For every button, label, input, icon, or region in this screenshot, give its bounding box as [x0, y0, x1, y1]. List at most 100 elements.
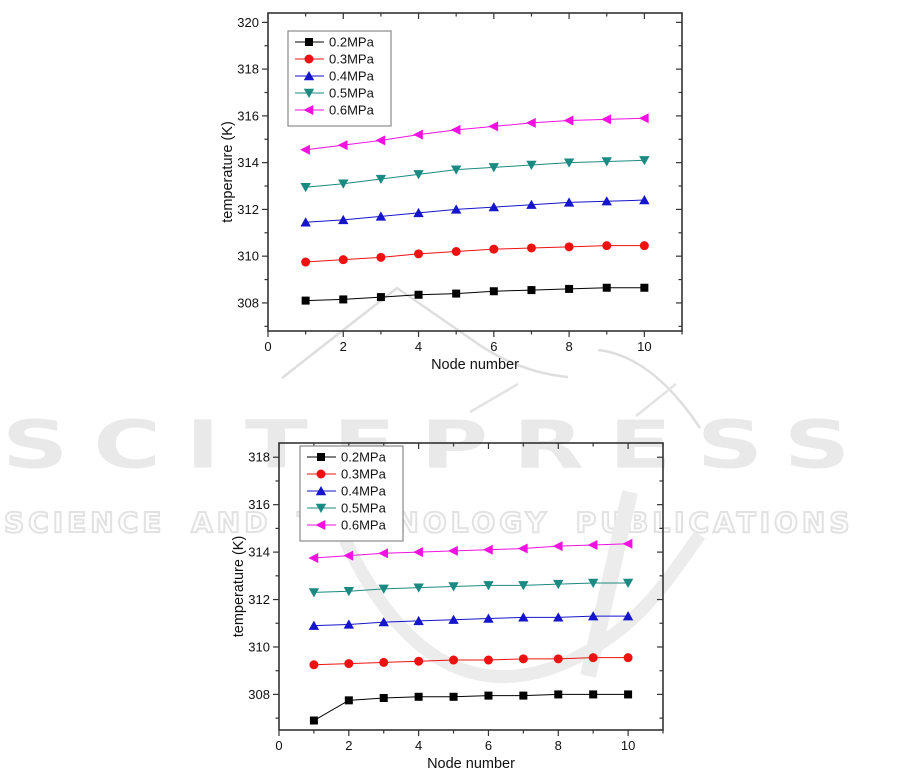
data-point-marker-triangle-down	[622, 578, 634, 588]
data-point-marker-circle	[344, 659, 354, 669]
x-tick-label: 0	[275, 738, 282, 753]
data-point-marker-triangle-up	[601, 196, 612, 206]
data-point-marker-circle	[379, 657, 389, 667]
scitepress-subtitle: SCIENCE AND TECHNOLOGY PUBLICATIONS	[4, 508, 854, 538]
data-point-marker-triangle-up	[587, 611, 599, 621]
swoosh-peak	[281, 286, 569, 379]
legend: 0.2MPa 0.3MPa 0.4MPa 0.5MPa 0.6MPa	[299, 445, 404, 542]
data-point-marker-triangle-left	[378, 548, 389, 559]
plot-frame	[278, 442, 664, 731]
data-point-marker-square	[602, 283, 611, 292]
data-point-marker-triangle-down	[378, 584, 389, 594]
data-point-marker-square	[344, 696, 353, 705]
legend-label: 0.5MPa	[341, 501, 387, 516]
data-point-marker-square	[489, 287, 498, 296]
data-point-marker-triangle-left	[563, 115, 574, 126]
data-point-marker-triangle-left	[413, 547, 423, 558]
data-point-marker-triangle-down	[639, 156, 650, 166]
series-line	[313, 543, 629, 559]
data-point-marker-triangle-up	[315, 486, 327, 496]
y-tick-label: 316	[248, 497, 270, 512]
swoosh-slash-2	[635, 383, 677, 417]
data-point-marker-square	[554, 690, 563, 699]
data-point-marker-triangle-left	[303, 105, 314, 115]
data-point-marker-triangle-up	[518, 612, 529, 622]
data-point-marker-triangle-up	[300, 217, 311, 227]
data-point-marker-triangle-down	[308, 588, 320, 598]
data-point-marker-triangle-left	[447, 545, 458, 556]
y-tick-label: 308	[237, 295, 259, 310]
data-point-marker-circle	[304, 54, 314, 64]
series-0.3MPa	[309, 653, 633, 670]
series-line	[313, 615, 629, 627]
x-tick-label: 0	[264, 339, 271, 354]
data-point-marker-circle	[376, 252, 386, 262]
legend-label: 0.2MPa	[329, 35, 375, 50]
data-point-marker-triangle-down	[413, 583, 424, 593]
y-tick-label: 312	[248, 592, 270, 607]
data-point-marker-triangle-up	[448, 614, 459, 624]
data-point-marker-square	[379, 693, 388, 702]
data-point-marker-circle	[639, 241, 649, 251]
y-tick-label: 320	[237, 15, 259, 30]
data-point-marker-triangle-down	[483, 581, 494, 591]
data-point-marker-triangle-up	[413, 615, 424, 626]
top-temperature-chart: 0 2 4 6 8 10 308 310 312 314 316 318 320 Node number t…	[220, 12, 683, 373]
data-point-marker-square	[565, 284, 574, 293]
data-point-marker-circle	[414, 249, 424, 259]
scitepress-wordmark: SCITEPRESS	[2, 412, 876, 470]
x-tick-label: 2	[340, 339, 347, 354]
x-tick-label: 8	[555, 738, 562, 753]
data-point-marker-triangle-up	[378, 617, 389, 627]
data-point-marker-circle	[588, 653, 598, 663]
data-point-marker-circle	[483, 655, 493, 665]
data-point-marker-triangle-left	[337, 140, 348, 151]
data-point-marker-triangle-left	[343, 550, 354, 561]
data-point-marker-circle	[602, 241, 612, 251]
data-point-marker-triangle-down	[601, 157, 612, 167]
series-0.5MPa	[308, 578, 634, 598]
data-point-marker-triangle-up	[553, 612, 564, 622]
y-axis-title: temperature (K)	[231, 536, 247, 638]
data-point-marker-square	[484, 691, 493, 700]
data-point-marker-circle	[526, 243, 536, 253]
data-point-marker-square	[339, 295, 348, 304]
data-point-marker-triangle-left	[638, 113, 649, 124]
data-point-marker-square	[414, 290, 423, 299]
plot-frame	[267, 12, 683, 332]
series-line	[313, 693, 629, 721]
data-point-marker-square	[527, 286, 536, 295]
y-tick-label: 310	[237, 249, 259, 264]
data-point-marker-square	[640, 283, 649, 292]
series-0.2MPa	[309, 690, 633, 725]
data-point-marker-triangle-left	[482, 544, 493, 555]
data-point-marker-triangle-up	[483, 613, 494, 623]
y-tick-label: 308	[248, 687, 270, 702]
data-point-marker-triangle-down	[343, 587, 355, 597]
series-0.6MPa	[308, 538, 633, 564]
series-line	[313, 582, 629, 593]
data-point-marker-triangle-down	[587, 578, 599, 588]
data-point-marker-triangle-down	[375, 174, 387, 185]
data-point-marker-circle	[309, 660, 319, 670]
x-tick-label: 6	[485, 738, 492, 753]
series-line	[305, 117, 645, 151]
data-point-marker-square	[589, 690, 598, 699]
data-point-marker-square	[449, 692, 458, 701]
data-point-marker-triangle-up	[308, 620, 320, 630]
series-line	[305, 287, 645, 302]
data-point-marker-triangle-up	[450, 204, 462, 214]
series-0.4MPa	[308, 611, 634, 630]
data-point-marker-triangle-up	[488, 202, 500, 212]
data-point-marker-triangle-left	[525, 117, 536, 128]
legend-label: 0.4MPa	[341, 484, 387, 499]
data-point-marker-triangle-left	[601, 114, 612, 125]
data-point-marker-square	[376, 293, 385, 302]
series-0.3MPa	[301, 241, 649, 267]
data-point-marker-square	[305, 38, 313, 46]
data-point-marker-triangle-up	[375, 211, 387, 221]
data-point-marker-triangle-down	[303, 88, 315, 98]
y-tick-label: 310	[248, 639, 270, 654]
data-point-marker-triangle-down	[315, 503, 327, 513]
